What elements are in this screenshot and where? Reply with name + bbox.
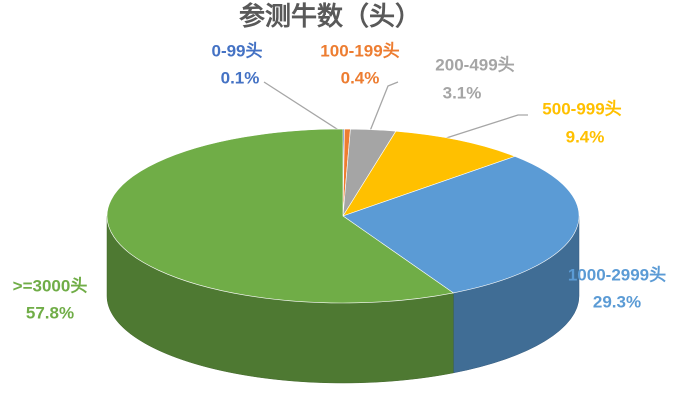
leader-lines bbox=[263, 81, 528, 141]
slice bbox=[342, 130, 516, 217]
data-label-value: 9.4% bbox=[566, 127, 605, 146]
chart-title: 参测牛数（头） bbox=[239, 1, 421, 31]
pie-tops bbox=[106, 128, 580, 304]
data-label-value: 0.4% bbox=[341, 68, 380, 87]
data-label-category: 100-199头 bbox=[320, 41, 399, 60]
data-label-value: 29.3% bbox=[593, 292, 641, 311]
slice bbox=[342, 156, 580, 294]
data-label-category: 0-99头 bbox=[211, 41, 262, 60]
leader-line bbox=[369, 81, 399, 132]
data-label-value: 3.1% bbox=[443, 83, 482, 102]
data-label-category: 500-999头 bbox=[542, 99, 621, 118]
data-label-category: 1000-2999头 bbox=[568, 265, 666, 284]
pie bbox=[106, 128, 580, 384]
data-label-value: 0.1% bbox=[221, 68, 260, 87]
data-label-value: 57.8% bbox=[26, 303, 74, 322]
leader-line bbox=[439, 114, 528, 141]
leader-line bbox=[263, 81, 341, 132]
data-label-category: 200-499头 bbox=[435, 55, 514, 74]
slice bbox=[106, 128, 455, 304]
data-label-category: >=3000头 bbox=[13, 276, 88, 295]
